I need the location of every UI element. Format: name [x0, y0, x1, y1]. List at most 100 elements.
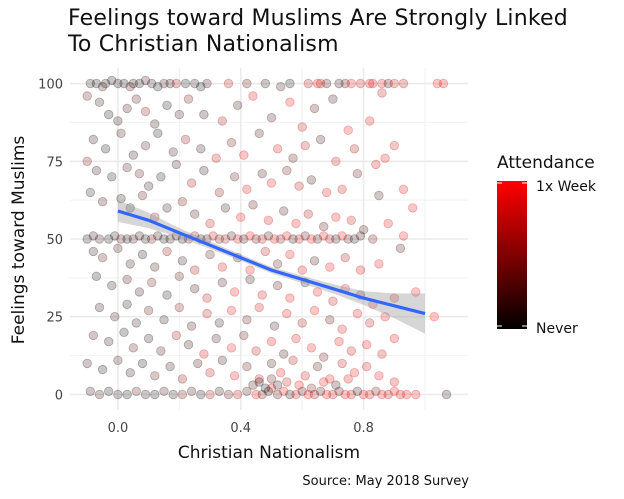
- data-point: [159, 234, 169, 244]
- data-point: [257, 168, 267, 179]
- data-point: [220, 203, 231, 213]
- data-point: [226, 137, 237, 148]
- data-point: [312, 234, 323, 244]
- data-point: [217, 116, 228, 126]
- data-point: [389, 386, 400, 397]
- data-point: [266, 383, 277, 393]
- data-point: [340, 389, 350, 400]
- data-point: [349, 144, 360, 154]
- data-point: [254, 128, 264, 139]
- data-point: [300, 140, 310, 151]
- data-point: [128, 150, 139, 160]
- data-point: [110, 312, 120, 322]
- data-point: [94, 234, 105, 244]
- data-point: [398, 231, 409, 241]
- data-point: [254, 374, 264, 384]
- data-point: [374, 259, 384, 269]
- data-point: [282, 377, 292, 387]
- data-point: [340, 253, 350, 263]
- data-point: [337, 231, 347, 241]
- data-point: [168, 147, 178, 157]
- data-point: [377, 78, 387, 89]
- data-point: [211, 153, 221, 163]
- data-point: [282, 308, 292, 319]
- data-point: [122, 234, 132, 244]
- data-point: [411, 389, 421, 400]
- data-point: [352, 308, 363, 319]
- data-point: [205, 389, 215, 400]
- data-point: [272, 259, 283, 269]
- data-point: [232, 100, 243, 111]
- data-point: [183, 340, 194, 350]
- data-point: [107, 280, 117, 291]
- data-point: [140, 140, 151, 151]
- caption: Source: May 2018 Survey: [302, 474, 469, 489]
- data-point: [189, 265, 200, 275]
- data-point: [355, 231, 366, 241]
- data-point: [266, 374, 277, 384]
- data-point: [171, 78, 182, 89]
- data-point: [306, 175, 317, 185]
- data-point: [186, 386, 197, 397]
- data-point: [159, 386, 169, 397]
- data-point: [134, 287, 145, 297]
- data-point: [365, 389, 375, 400]
- y-tick-label: 75: [46, 155, 63, 170]
- data-point: [217, 262, 228, 272]
- data-point: [411, 287, 421, 297]
- data-point: [328, 296, 338, 306]
- data-point: [97, 196, 108, 207]
- data-point: [297, 318, 307, 328]
- data-point: [217, 277, 228, 288]
- data-point: [334, 386, 344, 397]
- data-point: [131, 386, 142, 397]
- data-point: [150, 371, 160, 381]
- data-point: [88, 246, 99, 257]
- data-point: [153, 81, 163, 92]
- data-point: [196, 144, 206, 154]
- data-point: [183, 94, 194, 104]
- data-point: [226, 343, 237, 353]
- data-point: [177, 196, 188, 207]
- data-point: [303, 209, 314, 219]
- grid: [70, 68, 468, 410]
- data-point: [220, 234, 231, 244]
- data-point: [122, 389, 132, 400]
- data-point: [137, 358, 148, 369]
- data-point: [205, 368, 215, 378]
- data-point: [337, 324, 347, 334]
- data-point: [103, 109, 114, 120]
- data-point: [291, 218, 301, 229]
- data-point: [140, 75, 151, 86]
- data-point: [438, 78, 449, 89]
- data-point: [260, 246, 271, 257]
- data-point: [248, 380, 258, 390]
- data-point: [346, 389, 357, 400]
- data-point: [162, 246, 172, 257]
- data-point: [343, 125, 353, 135]
- data-point: [232, 234, 243, 244]
- data-point: [134, 78, 145, 89]
- data-point: [100, 144, 111, 154]
- data-point: [85, 78, 96, 89]
- data-point: [257, 389, 267, 400]
- data-point: [107, 172, 117, 182]
- data-point: [389, 333, 400, 344]
- data-point: [140, 389, 151, 400]
- data-point: [131, 318, 142, 328]
- data-point: [94, 302, 105, 313]
- data-point: [395, 389, 406, 400]
- data-point: [272, 389, 283, 400]
- data-point: [291, 333, 301, 344]
- data-point: [128, 78, 139, 89]
- data-point: [186, 321, 197, 331]
- data-point: [349, 368, 360, 378]
- data-point: [171, 159, 182, 170]
- data-point: [242, 78, 252, 89]
- data-point: [362, 361, 372, 372]
- data-point: [383, 78, 393, 89]
- data-point: [156, 346, 166, 356]
- data-point: [389, 377, 400, 387]
- data-point: [162, 290, 172, 300]
